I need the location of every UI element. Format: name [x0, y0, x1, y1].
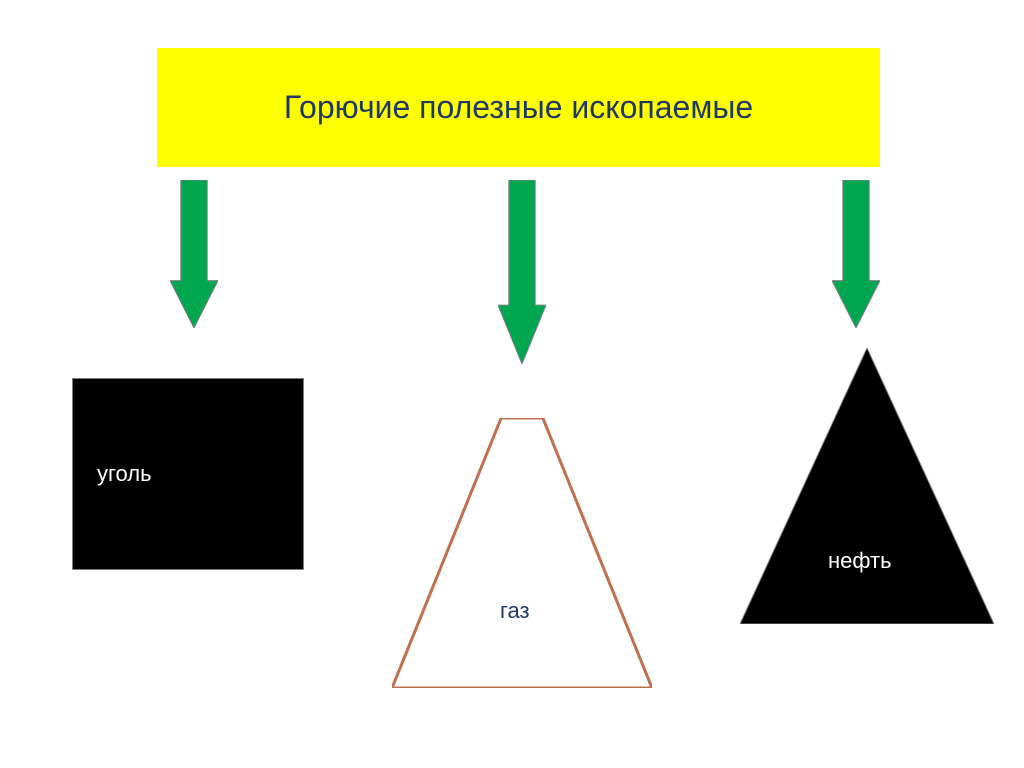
node-oil-label: нефть: [828, 548, 892, 573]
arrow-center: [498, 180, 546, 364]
arrow-down-icon: [832, 180, 880, 328]
node-coal: уголь: [72, 378, 304, 570]
arrow-left: [170, 180, 218, 328]
node-gas-label-wrap: газ: [500, 598, 530, 624]
triangle-filled-icon: [740, 348, 994, 624]
title-text: Горючие полезные ископаемые: [284, 89, 753, 126]
triangle-outline-icon: [392, 418, 652, 688]
title-box: Горючие полезные ископаемые: [157, 48, 880, 167]
node-gas-label: газ: [500, 598, 530, 623]
node-oil-label-wrap: нефть: [828, 548, 892, 574]
arrow-down-icon: [498, 180, 546, 364]
node-coal-label: уголь: [97, 461, 152, 487]
node-gas: [392, 418, 652, 688]
node-oil: [740, 348, 994, 624]
arrow-right: [832, 180, 880, 328]
arrow-down-icon: [170, 180, 218, 328]
